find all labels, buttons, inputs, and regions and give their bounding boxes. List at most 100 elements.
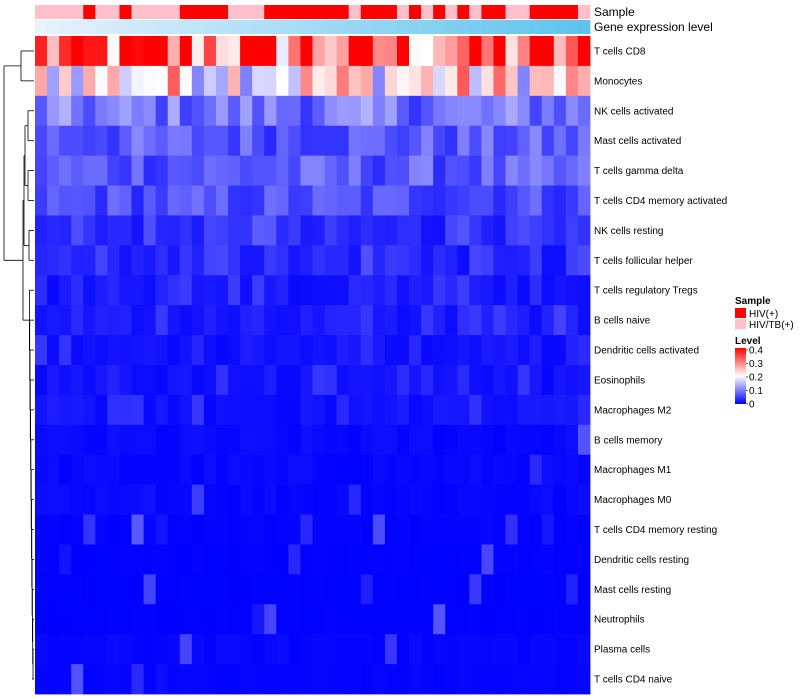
heatmap-cell (384, 95, 398, 127)
row-label: Macrophages M0 (594, 495, 672, 506)
heatmap-cell (300, 484, 313, 515)
heatmap-cell (396, 185, 410, 216)
heatmap-cell (517, 36, 531, 67)
heatmap-cell (264, 335, 277, 366)
sample-annotation-cell (71, 5, 84, 19)
heatmap-cell (553, 215, 567, 246)
gene-expression-annotation-cell (203, 20, 217, 34)
gene-expression-annotation-cell (191, 20, 205, 34)
heatmap-cell (288, 544, 301, 575)
heatmap-cell (191, 305, 205, 336)
heatmap-cell (481, 604, 494, 635)
heatmap-cell (95, 185, 108, 216)
heatmap-cell (577, 275, 591, 306)
heatmap-cell (336, 514, 350, 545)
heatmap-cell (384, 65, 398, 97)
heatmap-cell (372, 454, 386, 486)
heatmap-cell (288, 36, 301, 67)
level-tick-label: 0.1 (749, 386, 763, 397)
heatmap-cell (95, 275, 108, 306)
heatmap-cell (348, 544, 362, 575)
gene-expression-annotation-cell (83, 20, 96, 34)
heatmap-cell (457, 424, 470, 456)
heatmap-cell (143, 394, 157, 426)
heatmap-cell (577, 335, 591, 366)
heatmap-cell (215, 185, 229, 216)
heatmap-cell (445, 95, 458, 127)
row-label: Eosinophils (594, 375, 645, 386)
row-label: T cells follicular helper (594, 256, 693, 267)
heatmap-cell (529, 574, 543, 605)
sample-annotation-cell (240, 5, 253, 19)
heatmap-cell (372, 574, 386, 605)
heatmap-cell (107, 335, 120, 366)
heatmap-cell (481, 185, 494, 216)
heatmap-cell (541, 514, 555, 545)
heatmap-cell (131, 245, 144, 276)
heatmap-cell (384, 185, 398, 216)
heatmap-cell (312, 65, 325, 97)
heatmap-cell (384, 604, 398, 635)
heatmap-cell (517, 65, 531, 97)
heatmap-cell (240, 185, 253, 216)
heatmap-cell (228, 544, 241, 575)
heatmap-cell (300, 155, 313, 186)
heatmap-cell (469, 65, 482, 97)
heatmap-cell (107, 275, 120, 306)
heatmap-cell (240, 335, 253, 366)
gene-expression-annotation-cell (348, 20, 362, 34)
heatmap-cell (348, 36, 362, 67)
heatmap-cell (421, 335, 434, 366)
heatmap-cell (372, 95, 386, 127)
heatmap-cell (384, 245, 398, 276)
heatmap-cell (167, 604, 181, 635)
heatmap-cell (421, 544, 434, 575)
heatmap-cell (300, 65, 313, 97)
heatmap-cell (348, 454, 362, 486)
heatmap-cell (517, 305, 531, 336)
heatmap-cell (529, 215, 543, 246)
heatmap-cell (565, 65, 579, 97)
heatmap-cell (372, 664, 386, 695)
heatmap-cell (481, 454, 494, 486)
heatmap-cell (179, 604, 193, 635)
heatmap-cell (433, 215, 446, 246)
sample-annotation-cell (565, 5, 579, 19)
heatmap-cell (553, 634, 567, 665)
heatmap-cell (288, 394, 301, 426)
heatmap-cell (372, 394, 386, 426)
heatmap-cell (505, 634, 519, 665)
heatmap-cell (360, 484, 374, 515)
heatmap-cell (312, 424, 325, 456)
heatmap-cell (336, 634, 350, 665)
heatmap-cell (59, 365, 72, 396)
heatmap-cell (312, 36, 325, 67)
heatmap-cell (312, 215, 325, 246)
gene-expression-annotation-cell (481, 20, 494, 34)
heatmap-cell (191, 604, 205, 635)
heatmap-cell (288, 514, 301, 545)
heatmap-cell (35, 574, 48, 605)
heatmap-cell (107, 155, 120, 186)
heatmap-cell (300, 245, 313, 276)
heatmap-cell (119, 155, 132, 186)
heatmap-cell (119, 335, 132, 366)
heatmap-cell (396, 664, 410, 695)
heatmap-cell (131, 574, 144, 605)
heatmap-cell (421, 155, 434, 186)
heatmap-cell (565, 454, 579, 486)
gene-expression-annotation-cell (167, 20, 181, 34)
heatmap-cell (119, 394, 132, 426)
heatmap-cell (59, 36, 72, 67)
heatmap-cell (167, 215, 181, 246)
heatmap-cell (155, 305, 169, 336)
heatmap-cell (191, 664, 205, 695)
sample-annotation-cell (396, 5, 410, 19)
heatmap-cell (481, 634, 494, 665)
heatmap-cell (276, 305, 289, 336)
heatmap-cell (167, 185, 181, 216)
heatmap-cell (143, 664, 157, 695)
heatmap-cell (240, 65, 253, 97)
heatmap-cell (240, 275, 253, 306)
heatmap-cell (228, 424, 241, 456)
